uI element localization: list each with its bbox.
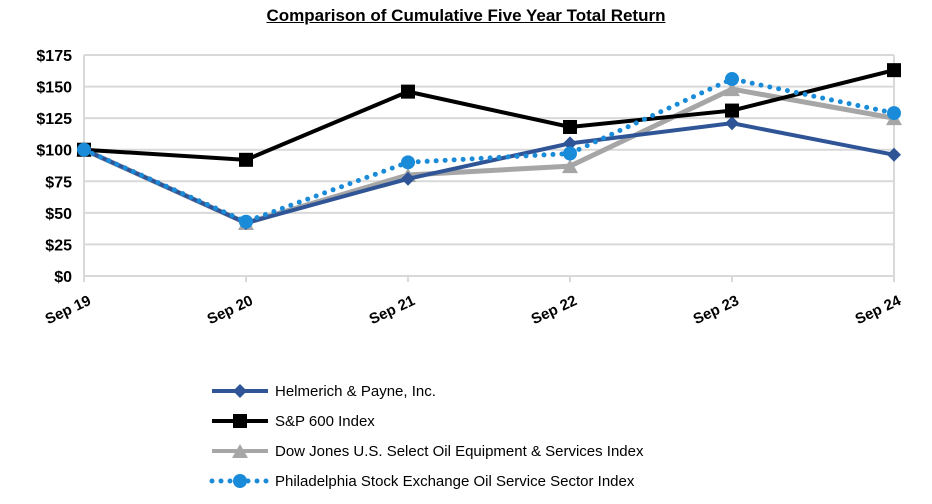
legend-item: Philadelphia Stock Exchange Oil Service … xyxy=(209,473,635,490)
legend-item: Helmerich & Payne, Inc. xyxy=(212,383,436,400)
series-line xyxy=(81,76,897,225)
y-tick-label: $125 xyxy=(36,111,72,128)
y-tick-label: $25 xyxy=(45,237,72,254)
legend-marker xyxy=(233,474,247,488)
data-point xyxy=(725,103,739,118)
legend-item: Dow Jones U.S. Select Oil Equipment & Se… xyxy=(212,443,644,460)
legend-marker xyxy=(232,444,248,458)
series-line xyxy=(83,68,895,162)
data-point xyxy=(563,146,577,161)
y-tick-label: $100 xyxy=(36,143,72,160)
x-tick-label: Sep 24 xyxy=(853,292,905,328)
legend-marker xyxy=(233,414,247,428)
data-point xyxy=(725,71,739,86)
data-point xyxy=(401,155,415,170)
data-point xyxy=(887,106,901,121)
legend-label: Dow Jones U.S. Select Oil Equipment & Se… xyxy=(275,443,644,460)
chart-title: Comparison of Cumulative Five Year Total… xyxy=(266,6,666,25)
data-point xyxy=(401,171,415,186)
y-tick-label: $50 xyxy=(45,206,72,223)
legend-label: S&P 600 Index xyxy=(275,413,375,430)
data-point xyxy=(887,63,901,78)
x-tick-label: Sep 23 xyxy=(691,292,742,328)
series-1 xyxy=(77,63,901,167)
y-tick-label: $175 xyxy=(36,48,72,65)
legend-marker xyxy=(233,384,247,398)
x-tick-label: Sep 21 xyxy=(367,292,418,328)
y-tick-label: $75 xyxy=(45,174,72,191)
data-point xyxy=(401,84,415,99)
data-point xyxy=(563,119,577,134)
data-point xyxy=(562,159,578,174)
y-tick-label: $150 xyxy=(36,80,72,97)
data-point xyxy=(887,147,901,162)
data-point xyxy=(239,214,253,229)
data-point xyxy=(563,136,577,151)
data-point xyxy=(724,82,740,97)
series-3 xyxy=(77,71,901,229)
series-line xyxy=(83,121,895,226)
legend-item: S&P 600 Index xyxy=(212,413,375,430)
x-tick-label: Sep 20 xyxy=(205,292,256,328)
data-point xyxy=(725,116,739,131)
legend-label: Philadelphia Stock Exchange Oil Service … xyxy=(275,473,635,490)
data-point xyxy=(77,142,91,157)
x-tick-label: Sep 19 xyxy=(43,292,94,328)
legend-label: Helmerich & Payne, Inc. xyxy=(275,383,436,400)
data-point xyxy=(239,152,253,167)
y-tick-label: $0 xyxy=(54,269,72,286)
x-tick-label: Sep 22 xyxy=(529,292,580,328)
